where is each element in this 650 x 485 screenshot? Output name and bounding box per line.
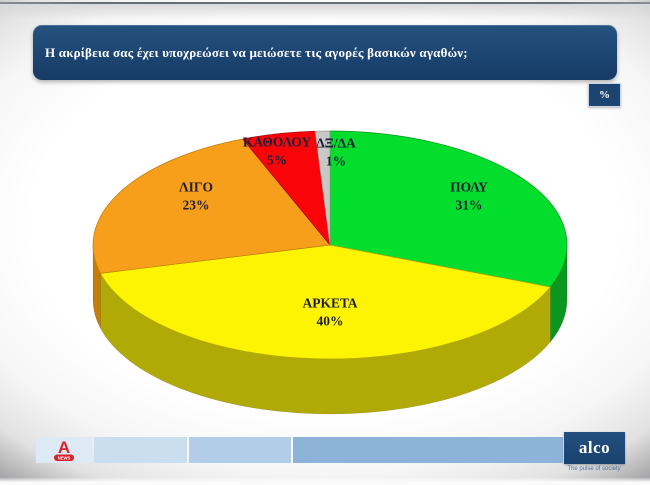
top-border-line: [0, 2, 650, 4]
label-arketa: ΑΡΚΕΤΑ 40%: [303, 294, 358, 329]
alco-tagline: The pulse of society: [567, 466, 621, 472]
alpha-news-text: NEWS: [58, 456, 71, 461]
question-title: Η ακρίβεια σας έχει υποχρεώσει να μειώσε…: [45, 44, 468, 60]
footer-bar-segment: [293, 437, 563, 463]
slice-name: ΠΟΛΥ: [450, 179, 488, 195]
pie-slice-poly: [329, 130, 568, 288]
slice-name: ΔΞ/ΔΑ: [316, 135, 356, 151]
slice-name: ΛΙΓΟ: [178, 179, 214, 195]
pie-slice-ligo: [92, 138, 331, 274]
alco-logo-text: alco: [578, 438, 611, 457]
slice-name: ΑΡΚΕΤΑ: [302, 295, 358, 311]
top-edge-shading: [0, 4, 650, 20]
question-title-bar: Η ακρίβεια σας έχει υποχρεώσει να μειώσε…: [33, 25, 617, 80]
footer-bar: A NEWS: [36, 437, 563, 463]
slice-pct: 1%: [325, 153, 347, 168]
footer-bar-segment: [189, 437, 291, 463]
alco-logo: alco: [564, 432, 625, 464]
pie-slice-dxda: [314, 130, 331, 246]
label-katholou: ΚΑΘΟΛΟΥ 5%: [243, 133, 311, 168]
slice-pct: 40%: [316, 313, 344, 328]
footer-bar-segment: A NEWS: [36, 437, 92, 463]
label-dxda: ΔΞ/ΔΑ 1%: [316, 134, 356, 169]
percent-unit-badge: %: [588, 83, 621, 107]
alpha-a-letter: A: [58, 438, 70, 457]
alpha-news-banner: [54, 454, 74, 461]
footer-bar-segment: [94, 437, 187, 463]
alpha-news-logo: A NEWS: [54, 438, 74, 461]
slice-name: ΚΑΘΟΛΟΥ: [242, 134, 312, 150]
label-ligo: ΛΙΓΟ 23%: [179, 178, 213, 213]
pie-slice-arketa: [100, 244, 551, 360]
slice-pct: 23%: [182, 197, 210, 212]
bottom-edge-strip: [0, 478, 650, 485]
label-poly: ΠΟΛΥ 31%: [450, 178, 488, 213]
slice-pct: 31%: [455, 197, 483, 212]
slice-pct: 5%: [266, 152, 288, 167]
percent-unit-label: %: [599, 89, 610, 101]
